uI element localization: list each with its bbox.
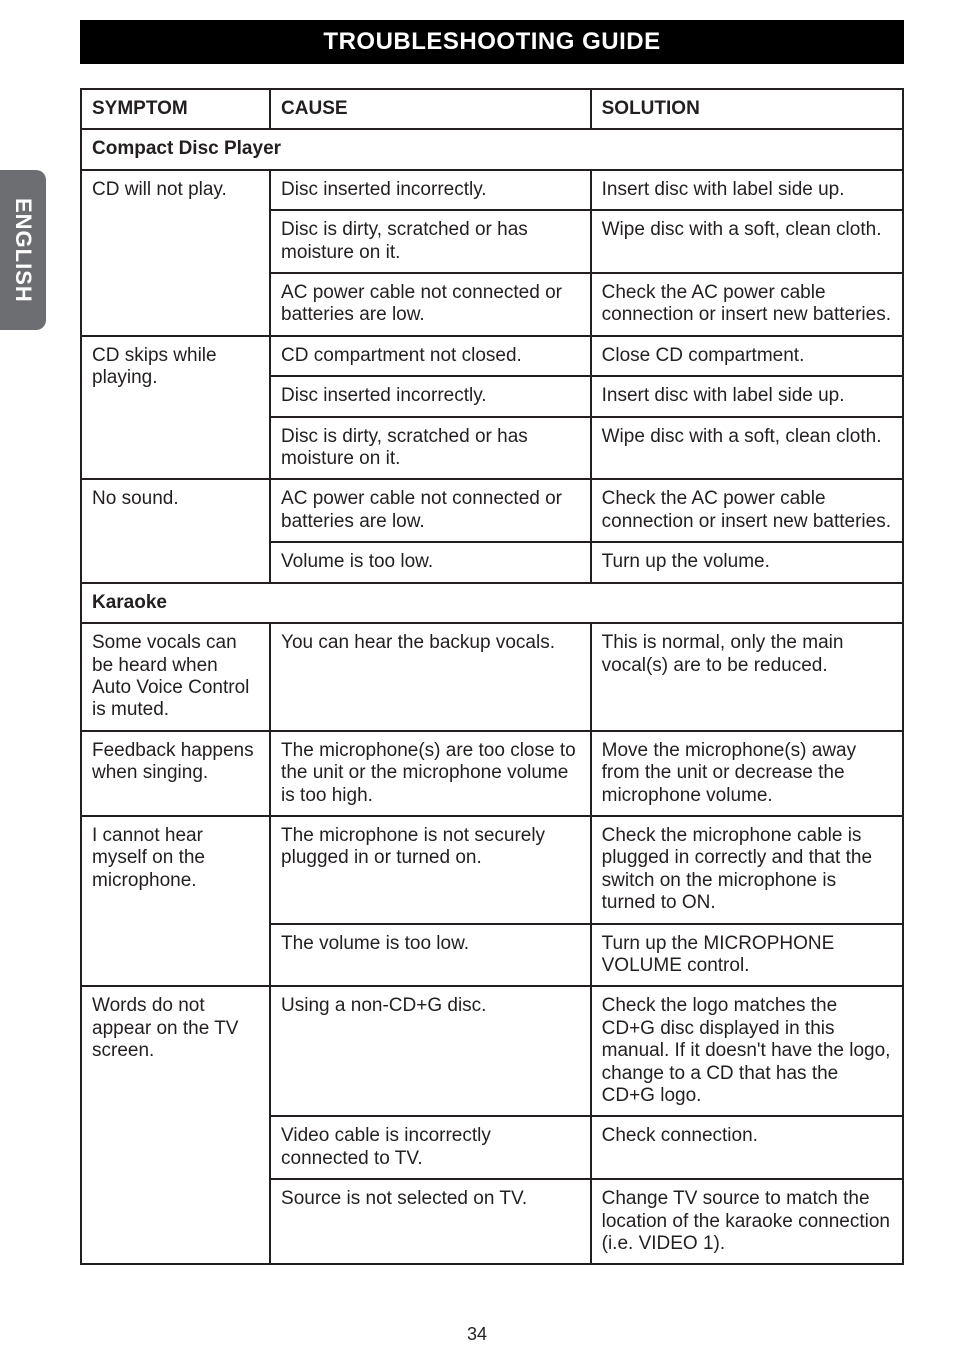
cell-cause: Disc inserted incorrectly.	[270, 170, 591, 210]
page-number: 34	[0, 1324, 954, 1345]
cell-solution: Check the AC power cable connection or i…	[591, 273, 903, 336]
troubleshooting-table: SYMPTOM CAUSE SOLUTION Compact Disc Play…	[80, 88, 904, 1265]
table-row: Feedback happens when singing. The micro…	[81, 731, 903, 816]
cell-symptom: Words do not appear on the TV screen.	[81, 986, 270, 1264]
cell-symptom: CD will not play.	[81, 170, 270, 336]
table-row: Some vocals can be heard when Auto Voice…	[81, 623, 903, 731]
table-header-row: SYMPTOM CAUSE SOLUTION	[81, 89, 903, 129]
cell-cause: AC power cable not connected or batterie…	[270, 273, 591, 336]
cell-cause: The microphone(s) are too close to the u…	[270, 731, 591, 816]
section-row-cdp: Compact Disc Player	[81, 129, 903, 169]
section-label-karaoke: Karaoke	[81, 583, 903, 623]
table-row: CD will not play. Disc inserted incorrec…	[81, 170, 903, 210]
cell-solution: Check connection.	[591, 1116, 903, 1179]
cell-symptom: Feedback happens when singing.	[81, 731, 270, 816]
cell-cause: You can hear the backup vocals.	[270, 623, 591, 731]
cell-symptom: Some vocals can be heard when Auto Voice…	[81, 623, 270, 731]
cell-solution: Wipe disc with a soft, clean cloth.	[591, 210, 903, 273]
section-row-karaoke: Karaoke	[81, 583, 903, 623]
cell-solution: Check the logo matches the CD+G disc dis…	[591, 986, 903, 1116]
cell-solution: Wipe disc with a soft, clean cloth.	[591, 417, 903, 480]
cell-solution: This is normal, only the main vocal(s) a…	[591, 623, 903, 731]
cell-cause: Disc inserted incorrectly.	[270, 376, 591, 416]
page-title-bar: TROUBLESHOOTING GUIDE	[80, 20, 904, 64]
header-solution: SOLUTION	[591, 89, 903, 129]
table-row: I cannot hear myself on the microphone. …	[81, 816, 903, 924]
cell-cause: AC power cable not connected or batterie…	[270, 479, 591, 542]
cell-cause: Disc is dirty, scratched or has moisture…	[270, 417, 591, 480]
language-tab-label: ENGLISH	[10, 198, 36, 303]
table-row: No sound. AC power cable not connected o…	[81, 479, 903, 542]
header-symptom: SYMPTOM	[81, 89, 270, 129]
language-tab: ENGLISH	[0, 170, 46, 330]
table-row: CD skips while playing. CD compartment n…	[81, 336, 903, 376]
cell-solution: Turn up the MICROPHONE VOLUME control.	[591, 924, 903, 987]
cell-solution: Close CD compartment.	[591, 336, 903, 376]
table-row: Words do not appear on the TV screen. Us…	[81, 986, 903, 1116]
cell-solution: Check the microphone cable is plugged in…	[591, 816, 903, 924]
cell-cause: The microphone is not securely plugged i…	[270, 816, 591, 924]
cell-solution: Insert disc with label side up.	[591, 376, 903, 416]
cell-solution: Insert disc with label side up.	[591, 170, 903, 210]
page-title: TROUBLESHOOTING GUIDE	[323, 28, 660, 56]
cell-symptom: No sound.	[81, 479, 270, 582]
section-label-cdp: Compact Disc Player	[81, 129, 903, 169]
cell-solution: Change TV source to match the location o…	[591, 1179, 903, 1264]
cell-cause: CD compartment not closed.	[270, 336, 591, 376]
cell-cause: Source is not selected on TV.	[270, 1179, 591, 1264]
cell-cause: Volume is too low.	[270, 542, 591, 582]
cell-solution: Turn up the volume.	[591, 542, 903, 582]
cell-cause: Video cable is incorrectly connected to …	[270, 1116, 591, 1179]
troubleshooting-table-container: SYMPTOM CAUSE SOLUTION Compact Disc Play…	[80, 88, 904, 1265]
cell-solution: Check the AC power cable connection or i…	[591, 479, 903, 542]
cell-cause: Using a non-CD+G disc.	[270, 986, 591, 1116]
cell-symptom: I cannot hear myself on the microphone.	[81, 816, 270, 986]
cell-solution: Move the microphone(s) away from the uni…	[591, 731, 903, 816]
header-cause: CAUSE	[270, 89, 591, 129]
cell-cause: Disc is dirty, scratched or has moisture…	[270, 210, 591, 273]
cell-symptom: CD skips while playing.	[81, 336, 270, 480]
cell-cause: The volume is too low.	[270, 924, 591, 987]
